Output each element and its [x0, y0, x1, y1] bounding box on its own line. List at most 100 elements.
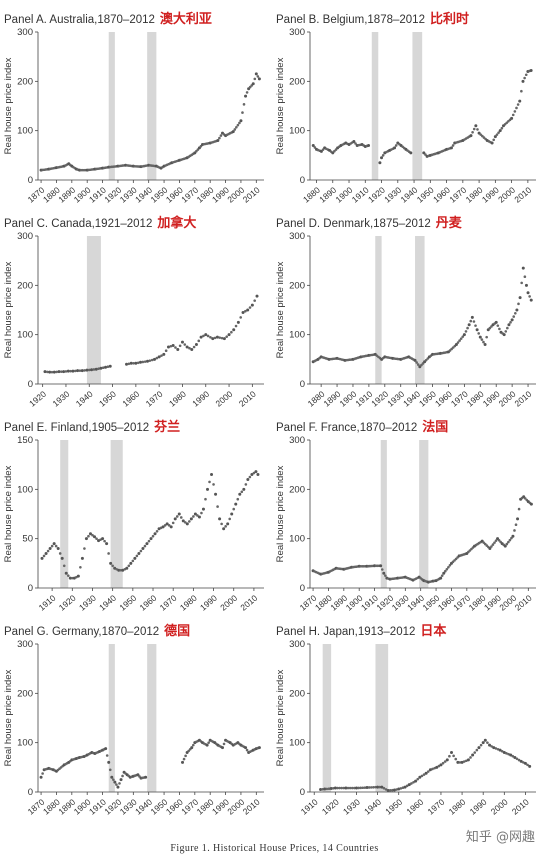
data-point: [245, 91, 249, 94]
panel-title: Panel F. France,1870–2012 法国: [276, 416, 448, 435]
data-point: [41, 772, 44, 775]
data-point: [342, 786, 346, 790]
data-point: [505, 542, 509, 546]
data-point: [504, 330, 508, 333]
x-tick-label: 2000: [218, 593, 239, 613]
panel-title-cn: 芬兰: [154, 420, 181, 435]
data-point: [218, 336, 222, 339]
data-point: [101, 366, 105, 370]
data-point: [52, 542, 56, 546]
data-point: [357, 786, 360, 790]
data-point: [471, 753, 475, 757]
data-point: [43, 370, 47, 374]
shaded-period: [110, 440, 123, 588]
data-point: [94, 367, 98, 371]
data-point: [424, 771, 428, 775]
data-point: [129, 561, 133, 565]
data-point: [426, 770, 430, 773]
data-point: [462, 333, 466, 337]
data-point: [213, 336, 217, 340]
data-point: [528, 295, 531, 298]
data-point: [480, 338, 484, 341]
data-point: [250, 473, 254, 477]
data-point: [414, 779, 418, 783]
data-point: [510, 318, 514, 322]
data-point: [137, 551, 141, 555]
x-tick-label: 1910: [37, 593, 58, 613]
data-point: [144, 775, 148, 779]
data-point: [71, 576, 74, 580]
data-point: [178, 344, 182, 348]
data-point: [80, 369, 84, 373]
axis-lines: [309, 644, 536, 793]
panel-title-en: Panel A. Australia,1870–2012: [4, 14, 155, 26]
data-point: [529, 68, 533, 72]
y-tick-label: 100: [289, 330, 305, 341]
data-point: [165, 522, 169, 526]
data-point: [79, 565, 82, 569]
y-tick-label: 50: [22, 534, 33, 545]
data-point: [458, 761, 462, 764]
chart-panel-0: Panel A. Australia,1870–2012 澳大利亚 0 100 200 3…: [0, 8, 270, 213]
data-point: [118, 782, 121, 785]
x-tick-label: 2010: [513, 593, 534, 613]
data-point: [476, 128, 479, 131]
data-point: [164, 349, 168, 352]
data-point: [76, 369, 80, 373]
data-point: [392, 788, 396, 792]
data-point: [497, 539, 501, 542]
y-tick-label: 200: [17, 280, 33, 291]
data-point: [256, 473, 260, 477]
data-point: [319, 788, 323, 792]
data-point: [87, 534, 90, 538]
data-point: [329, 787, 333, 791]
data-point: [222, 527, 226, 531]
data-point: [493, 541, 496, 544]
data-point: [515, 106, 518, 110]
chart-panel-2: Panel C. Canada,1921–2012 加拿大 0 100 200 300 19…: [0, 212, 270, 417]
panel-title-en: Panel G. Germany,1870–2012: [4, 626, 160, 638]
panel-title: Panel C. Canada,1921–2012 加拿大: [4, 212, 196, 231]
data-point: [135, 554, 139, 558]
chart-svg: 0100200300187018801890190019101920193019…: [3, 639, 264, 817]
data-point: [192, 515, 195, 518]
data-point: [510, 116, 514, 120]
data-point: [169, 525, 173, 529]
shaded-period: [375, 236, 382, 384]
data-point: [451, 144, 455, 147]
data-point: [506, 326, 509, 330]
data-point: [197, 339, 201, 343]
data-point: [253, 77, 257, 81]
data-point: [139, 549, 143, 553]
data-point: [431, 767, 434, 771]
data-point: [241, 310, 245, 314]
data-point: [119, 568, 123, 572]
data-point: [239, 119, 243, 123]
data-point: [415, 361, 418, 364]
data-point: [116, 785, 120, 789]
y-tick-label: 100: [17, 330, 33, 341]
x-tick-label: 1980: [178, 593, 199, 613]
y-tick-label: 200: [17, 688, 33, 699]
shaded-period: [108, 644, 115, 792]
data-point: [107, 760, 111, 764]
data-point: [456, 760, 460, 764]
data-point: [175, 515, 179, 518]
data-point: [227, 333, 231, 337]
data-point: [210, 473, 214, 477]
data-point: [452, 754, 455, 758]
data-point: [445, 567, 449, 571]
data-point: [104, 365, 108, 369]
data-point: [450, 751, 454, 755]
data-point: [381, 154, 385, 157]
data-point: [166, 345, 170, 349]
panel-title: Panel D. Denmark,1875–2012 丹麦: [276, 212, 462, 231]
data-point: [410, 782, 413, 785]
chart-panel-1: Panel B. Belgium,1878–2012 比利时 0 100 200 300 1…: [272, 8, 542, 213]
data-point: [58, 552, 62, 555]
data-point: [183, 343, 187, 346]
data-point: [514, 523, 518, 526]
data-point: [518, 296, 522, 300]
data-point: [494, 747, 498, 750]
data-point: [464, 330, 468, 333]
